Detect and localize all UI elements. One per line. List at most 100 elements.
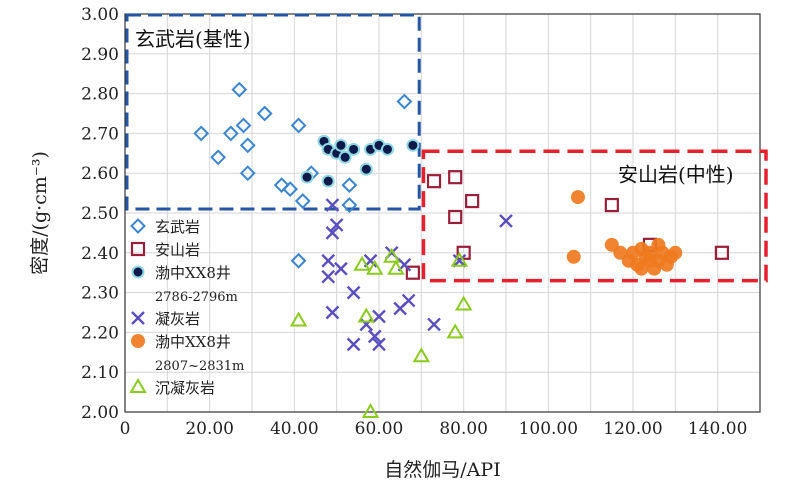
x-tick-label: 80.00 [439, 419, 488, 439]
data-points [193, 81, 730, 418]
data-point-shape [408, 140, 418, 150]
data-point-shape [239, 165, 256, 182]
data-point [499, 214, 513, 228]
data-point [401, 293, 416, 308]
region-andesite-label: 安山岩(中性) [618, 162, 734, 186]
data-point [366, 259, 384, 275]
legend-marker [131, 311, 145, 325]
plot-frame [124, 13, 761, 413]
data-point-shape [450, 251, 469, 267]
data-point [239, 165, 256, 182]
data-point [570, 190, 585, 205]
data-point [346, 285, 361, 300]
data-point-stroke-b [359, 317, 374, 332]
data-point-shape [361, 164, 371, 174]
data-point-shape [340, 152, 350, 162]
legend-marker [129, 378, 147, 393]
legend-marker [130, 218, 146, 234]
x-tick-label: 100.00 [519, 419, 578, 439]
data-point [357, 307, 376, 323]
data-point [412, 347, 431, 363]
legend-label: 渤中XX8井 [155, 333, 231, 351]
data-point [256, 105, 273, 122]
data-point-stroke-b [427, 317, 441, 332]
y-tick-label: 2.80 [81, 85, 119, 105]
data-point [300, 170, 314, 184]
data-point-shape [290, 117, 307, 134]
data-point [380, 142, 394, 156]
data-point-shape [446, 323, 464, 339]
data-point-shape [273, 177, 290, 194]
data-point-shape [349, 144, 359, 154]
data-point [387, 259, 405, 275]
data-point [361, 403, 380, 418]
data-point [651, 237, 666, 252]
data-point-shape [302, 172, 312, 182]
data-point [290, 252, 307, 269]
legend-label: 凝灰岩 [155, 310, 200, 328]
data-point-shape [642, 253, 657, 268]
region-basalt-label: 玄武岩(基性) [135, 27, 251, 51]
data-point-shape [361, 403, 380, 418]
region-basalt-box [125, 13, 421, 211]
data-point-shape [604, 197, 619, 213]
y-tick-label: 2.40 [81, 244, 119, 264]
data-point [321, 269, 336, 284]
data-point [210, 149, 227, 166]
data-point-stroke-b [325, 226, 340, 240]
data-point [273, 177, 290, 194]
y-axis-label: 密度/(g·cm⁻³) [29, 151, 51, 275]
data-point-shape [566, 249, 581, 264]
data-point-shape [714, 245, 730, 260]
data-point [334, 138, 348, 152]
legend-marker-shape [130, 218, 146, 234]
y-tick-label: 2.60 [81, 164, 119, 184]
data-point-shape [465, 193, 480, 209]
data-point [450, 251, 469, 267]
y-tick-label: 3.00 [81, 5, 119, 25]
series-3-points [321, 198, 513, 352]
data-point-stroke-b [346, 285, 361, 300]
data-point-stroke-b [372, 309, 386, 324]
data-point-shape [231, 81, 248, 98]
data-point [341, 197, 358, 213]
data-point [193, 125, 210, 142]
data-point-shape [357, 307, 376, 323]
data-point-shape [289, 311, 308, 327]
region-andesite-box [421, 149, 768, 283]
data-point-shape [366, 259, 384, 275]
x-tick-label: 20.00 [185, 419, 234, 439]
data-point [325, 226, 340, 240]
data-point-shape [239, 137, 256, 154]
y-tick-label: 2.30 [81, 284, 119, 304]
y-tick-label: 2.90 [81, 45, 119, 65]
data-point [325, 198, 340, 212]
data-point-stroke-b [321, 253, 336, 268]
data-point [456, 245, 471, 260]
data-point-shape [256, 105, 273, 122]
y-tick-label: 2.70 [81, 124, 119, 144]
data-point [448, 209, 463, 225]
data-point [222, 125, 239, 142]
data-point [341, 177, 358, 194]
data-point-shape [426, 174, 442, 189]
data-point [235, 117, 252, 134]
data-point [604, 197, 619, 213]
legend-label-sub: 2807~2831m [155, 359, 244, 374]
legend-marker [131, 265, 145, 279]
series-5-points [289, 247, 473, 418]
legend-label: 渤中XX8井 [155, 264, 231, 282]
data-point [427, 317, 441, 332]
x-tick-label: 60.00 [355, 419, 404, 439]
legend-marker-shape [131, 334, 145, 348]
data-point-shape [570, 190, 585, 205]
data-point-shape [651, 237, 666, 252]
data-point [382, 247, 401, 263]
data-point [338, 150, 352, 164]
data-point [239, 137, 256, 154]
legend-label: 沉凝灰岩 [155, 379, 215, 397]
series-0-points [193, 81, 413, 269]
data-point [372, 337, 386, 352]
data-point-stroke-b [367, 329, 382, 344]
